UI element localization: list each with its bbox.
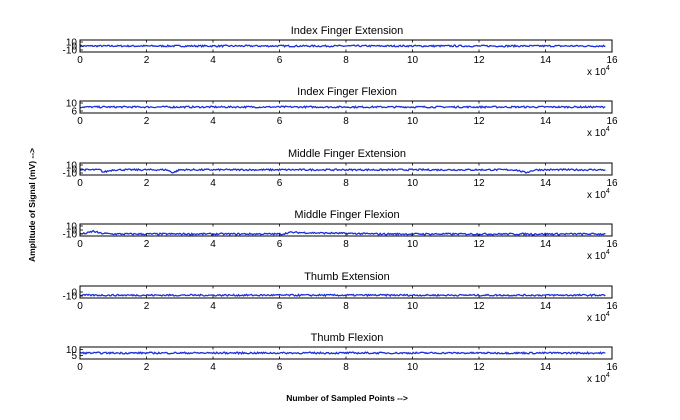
y-tick-label: 10: [66, 38, 78, 49]
x-tick-label: 0: [77, 301, 83, 312]
x-tick-label: 16: [606, 178, 618, 189]
x-tick-label: 12: [473, 301, 485, 312]
y-tick-label: -10: [63, 46, 78, 57]
signal-trace: [79, 293, 606, 298]
panel-title: Index Finger Extension: [291, 25, 404, 37]
x-tick-label: 2: [144, 116, 150, 127]
x-tick-label: 12: [473, 116, 485, 127]
y-tick-label: 10: [66, 161, 78, 172]
x-tick-label: 8: [343, 301, 349, 312]
y-tick-label: 0: [71, 288, 77, 299]
x-tick-label: 16: [606, 55, 618, 66]
x-tick-label: 10: [407, 301, 419, 312]
x-tick-label: 16: [606, 116, 618, 127]
x-tick-label: 6: [277, 362, 283, 373]
signal-trace: [79, 44, 606, 48]
x-multiplier: x 104: [587, 126, 610, 139]
panel-title: Thumb Flexion: [311, 332, 384, 344]
x-tick-label: 0: [77, 239, 83, 250]
x-tick-label: 2: [144, 55, 150, 66]
y-tick-label: 6: [71, 107, 77, 118]
y-tick-label: 10: [66, 99, 78, 110]
x-multiplier: x 104: [587, 188, 610, 201]
x-tick-label: 4: [210, 239, 216, 250]
x-tick-label: 0: [77, 116, 83, 127]
x-tick-label: 4: [210, 178, 216, 189]
x-tick-label: 8: [343, 178, 349, 189]
y-tick-label: -10: [63, 169, 78, 180]
panel-title: Middle Finger Flexion: [294, 209, 399, 221]
x-tick-label: 14: [540, 362, 552, 373]
y-tick-label: 10: [66, 222, 78, 233]
x-tick-label: 12: [473, 55, 485, 66]
x-tick-label: 16: [606, 239, 618, 250]
panel-5: Thumb Extension 0 2 4 6 8 10 12 14 16 0-10 x 104: [63, 271, 618, 324]
x-tick-label: 4: [210, 301, 216, 312]
y-tick-label: -10: [63, 292, 78, 303]
x-tick-label: 14: [540, 55, 552, 66]
signal-trace: [79, 351, 606, 355]
x-tick-label: 2: [144, 362, 150, 373]
x-multiplier: x 104: [587, 65, 610, 78]
y-tick-label: 5: [71, 351, 77, 362]
panel-title: Middle Finger Extension: [288, 148, 406, 160]
y-tick-label: 10: [66, 345, 78, 356]
x-tick-label: 10: [407, 116, 419, 127]
signal-trace: [79, 105, 606, 109]
x-tick-label: 8: [343, 239, 349, 250]
x-tick-label: 4: [210, 116, 216, 127]
y-tick-label: -10: [63, 230, 78, 241]
figure-xlabel: Number of Sampled Points -->: [286, 393, 408, 403]
x-tick-label: 10: [407, 362, 419, 373]
x-tick-label: 14: [540, 301, 552, 312]
y-tick-label: 0: [71, 165, 77, 176]
signal-trace: [79, 167, 606, 174]
x-tick-label: 6: [277, 301, 283, 312]
x-multiplier: x 104: [587, 372, 610, 385]
signal-trace: [79, 229, 606, 236]
x-tick-label: 2: [144, 178, 150, 189]
x-tick-label: 8: [343, 55, 349, 66]
x-tick-label: 6: [277, 239, 283, 250]
x-tick-label: 14: [540, 239, 552, 250]
x-tick-label: 4: [210, 362, 216, 373]
x-tick-label: 8: [343, 116, 349, 127]
x-tick-label: 0: [77, 178, 83, 189]
figure-ylabel: Amplitude of Signal (mV) -->: [27, 148, 37, 262]
x-tick-label: 4: [210, 55, 216, 66]
x-tick-label: 16: [606, 362, 618, 373]
x-tick-label: 12: [473, 362, 485, 373]
panel-title: Index Finger Flexion: [297, 86, 397, 98]
x-tick-label: 6: [277, 178, 283, 189]
x-tick-label: 10: [407, 178, 419, 189]
x-tick-label: 10: [407, 55, 419, 66]
x-tick-label: 12: [473, 239, 485, 250]
x-tick-label: 10: [407, 239, 419, 250]
x-tick-label: 14: [540, 178, 552, 189]
y-tick-label: 0: [71, 42, 77, 53]
x-tick-label: 12: [473, 178, 485, 189]
x-tick-label: 6: [277, 55, 283, 66]
panel-title: Thumb Extension: [304, 271, 390, 283]
x-tick-label: 8: [343, 362, 349, 373]
x-tick-label: 16: [606, 301, 618, 312]
x-tick-label: 2: [144, 301, 150, 312]
x-tick-label: 0: [77, 362, 83, 373]
x-tick-label: 2: [144, 239, 150, 250]
x-tick-label: 6: [277, 116, 283, 127]
x-multiplier: x 104: [587, 311, 610, 324]
x-multiplier: x 104: [587, 249, 610, 262]
x-tick-label: 0: [77, 55, 83, 66]
y-tick-label: 0: [71, 226, 77, 237]
x-tick-label: 14: [540, 116, 552, 127]
